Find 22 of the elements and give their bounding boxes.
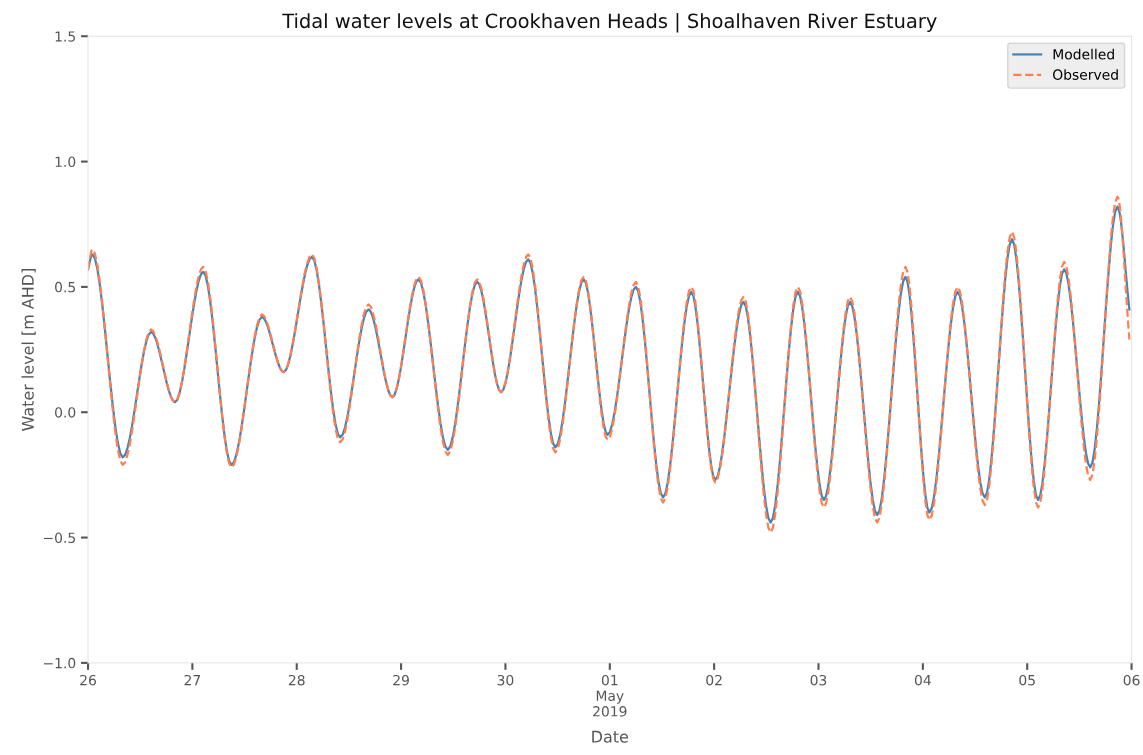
legend-label: Observed (1053, 69, 1118, 80)
legend-label: Modelled (1053, 48, 1114, 60)
y-tick-label: 1.5 (55, 31, 75, 42)
y-axis-title: Water level [m AHD] (21, 269, 36, 431)
y-tick-label: 0.0 (55, 407, 76, 418)
x-tick-label: 06 (1123, 674, 1140, 686)
y-tick-label: 0.5 (55, 281, 75, 293)
x-tick-label: 02 (706, 674, 722, 686)
x-tick-label: 26 (80, 674, 96, 686)
x-tick-label: 03 (810, 674, 827, 686)
x-tick-label: 01 May 2019 (593, 674, 627, 717)
x-tick-label: 28 (288, 674, 305, 686)
x-tick-label: 27 (184, 674, 201, 686)
x-tick-label: 29 (393, 674, 409, 686)
y-tick-label: 1.0 (55, 156, 76, 168)
x-tick-label: 30 (497, 674, 514, 686)
x-tick-label: 05 (1019, 674, 1035, 686)
x-tick-label: 04 (914, 674, 931, 686)
y-tick-label: −1.0 (43, 657, 76, 669)
x-axis-title: Date (592, 730, 629, 743)
chart-title: Tidal water levels at Crookhaven Heads | Shoalhaven River Estuary (282, 13, 937, 33)
y-tick-label: −0.5 (43, 532, 75, 544)
